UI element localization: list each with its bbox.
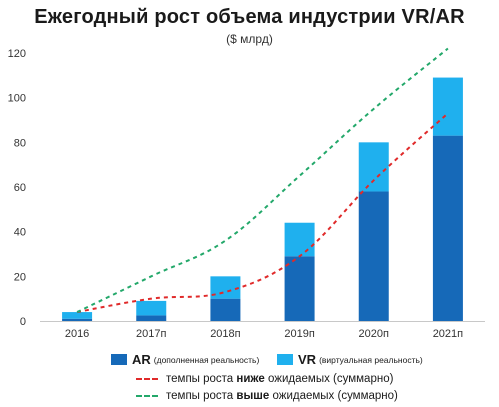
- legend-dash-below: [136, 378, 158, 380]
- bars-group: [62, 77, 463, 321]
- bar-vr-1: [136, 300, 167, 316]
- y-tick-label-20: 20: [14, 271, 26, 283]
- legend-sublabel-vr: (виртуальная реальность): [319, 354, 423, 365]
- x-tick-label-1: 2017п: [136, 328, 166, 340]
- x-tick-label-5: 2021п: [433, 328, 463, 340]
- bar-vr-2: [210, 276, 241, 299]
- y-tick-label-40: 40: [14, 227, 26, 239]
- bar-ar-4: [358, 191, 389, 321]
- legend-below-pre: темпы роста: [166, 373, 234, 385]
- bar-vr-4: [358, 142, 389, 192]
- bar-ar-2: [210, 298, 241, 321]
- y-tick-label-0: 0: [20, 316, 26, 328]
- bar-vr-5: [432, 77, 463, 136]
- x-tick-label-4: 2020п: [359, 328, 389, 340]
- legend-label-vr: VR: [298, 352, 317, 367]
- legend-item-ar: AR (дополненная реальность): [111, 352, 259, 367]
- line-above-expected: [76, 47, 449, 313]
- lines-group: [76, 47, 449, 314]
- bar-vr-0: [62, 312, 93, 319]
- y-tick-label-80: 80: [14, 137, 26, 149]
- legend-item-vr: VR (виртуальная реальность): [277, 352, 423, 367]
- legend-label-ar: AR: [132, 352, 151, 367]
- legend-sublabel-ar: (дополненная реальность): [153, 354, 260, 365]
- legend-swatch-ar: [111, 354, 127, 365]
- chart-subtitle: ($ млрд): [226, 32, 273, 46]
- legend-below-post: ожидаемых (суммарно): [268, 373, 394, 385]
- bar-ar-3: [284, 256, 315, 321]
- legend-item-below: темпы роста ниже ожидаемых (суммарно): [136, 373, 393, 385]
- bar-ar-1: [136, 315, 167, 321]
- bar-ar-0: [62, 318, 93, 321]
- legend-item-above: темпы роста выше ожидаемых (суммарно): [136, 390, 398, 402]
- x-tick-label-0: 2016: [65, 328, 89, 340]
- legend-above-post: ожидаемых (суммарно): [272, 390, 398, 402]
- legend-below-em: ниже: [236, 373, 265, 385]
- x-tick-label-2: 2018п: [210, 328, 240, 340]
- bar-vr-3: [284, 222, 315, 257]
- line-below-expected: [76, 112, 449, 314]
- axes-group: 0 20 40 60 80 100 120 2016 2017п 2018п 2019п 2020п 2…: [8, 48, 485, 340]
- legend-swatch-vr: [277, 354, 293, 365]
- y-tick-label-60: 60: [14, 182, 26, 194]
- legend-above-em: выше: [236, 390, 270, 402]
- bar-ar-5: [432, 135, 463, 321]
- x-tick-label-3: 2019п: [284, 328, 314, 340]
- legend-dash-above: [136, 395, 158, 397]
- y-tick-label-100: 100: [8, 93, 26, 105]
- legend-above-pre: темпы роста: [166, 390, 234, 402]
- chart-title: Ежегодный рост объема индустрии VR/AR: [34, 6, 465, 28]
- y-tick-label-120: 120: [8, 48, 26, 60]
